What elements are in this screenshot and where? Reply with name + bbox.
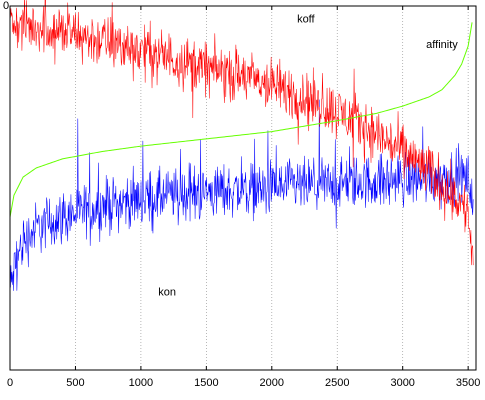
x-axis: 0 500 1000 1500 2000 2500 3000 3500 bbox=[7, 6, 480, 389]
x-tick-label: 3000 bbox=[390, 377, 414, 389]
x-tick-label: 0 bbox=[7, 377, 13, 389]
series-layer bbox=[9, 0, 474, 291]
series-line-koff bbox=[9, 0, 474, 266]
x-tick-label: 1500 bbox=[194, 377, 218, 389]
plot-frame bbox=[9, 5, 477, 371]
x-tick-label: 2000 bbox=[260, 377, 284, 389]
x-tick-label: 3500 bbox=[456, 377, 480, 389]
annotations: koff affinity kon bbox=[158, 13, 458, 298]
x-tick-label: 2500 bbox=[325, 377, 349, 389]
x-tick-label: 500 bbox=[66, 377, 84, 389]
annotation-kon: kon bbox=[158, 286, 176, 298]
series-line-kon bbox=[9, 99, 474, 291]
annotation-koff: koff bbox=[297, 13, 315, 25]
x-tick-label: 1000 bbox=[129, 377, 153, 389]
y-tick-label: 0 bbox=[3, 0, 9, 12]
series-line-affinity bbox=[9, 22, 473, 218]
annotation-affinity: affinity bbox=[426, 39, 458, 51]
